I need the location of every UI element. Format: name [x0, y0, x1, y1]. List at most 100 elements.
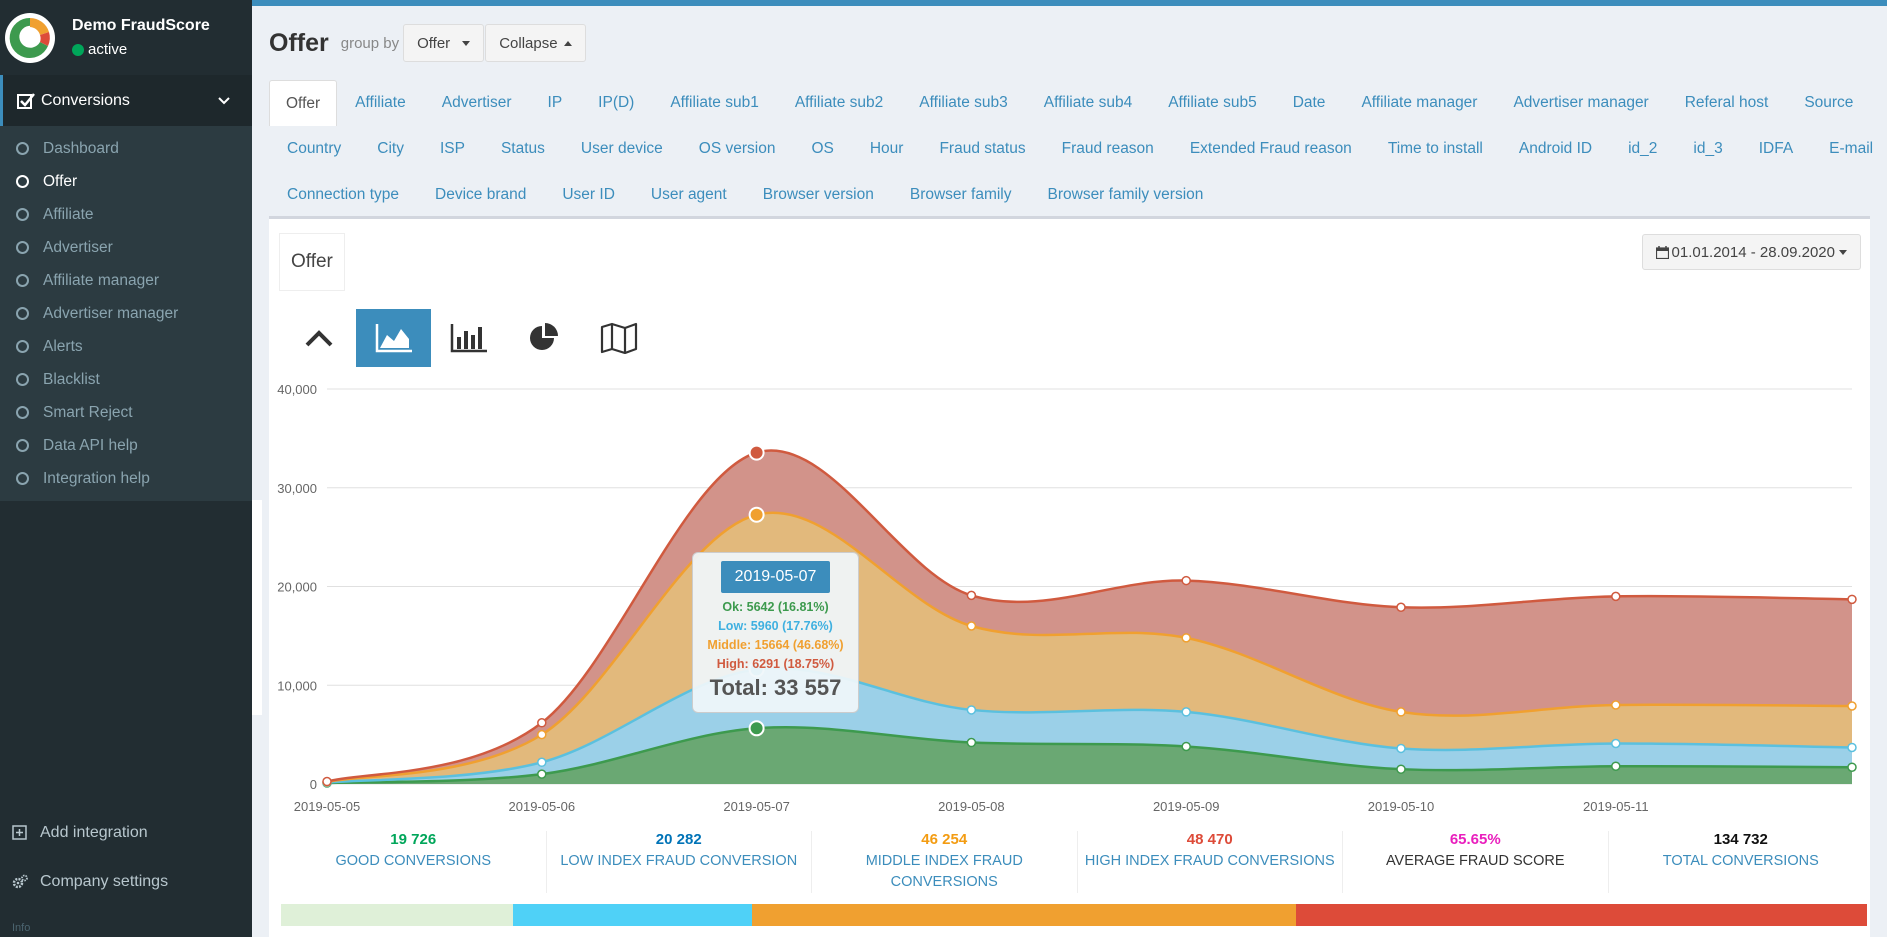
tab-device-brand[interactable]: Device brand — [435, 186, 527, 203]
plus-square-icon — [12, 825, 27, 840]
tab-e-mail[interactable]: E-mail — [1829, 140, 1874, 157]
data-point-ok — [537, 769, 547, 779]
sidebar-item-dashboard[interactable]: Dashboard — [0, 132, 252, 165]
date-range-picker[interactable]: 01.01.2014 - 28.09.2020 — [1641, 234, 1861, 270]
tab-hour[interactable]: Hour — [869, 140, 904, 157]
sidebar-scrollbar[interactable] — [252, 500, 262, 715]
circle-icon — [16, 340, 29, 353]
caret-down-icon — [462, 40, 471, 46]
sidebar-item-affiliate[interactable]: Affiliate — [0, 198, 252, 231]
x-tick-label: 2019-05-06 — [509, 799, 576, 814]
tab-affiliate-sub3[interactable]: Affiliate sub3 — [919, 94, 1008, 111]
tab-advertiser-manager[interactable]: Advertiser manager — [1513, 94, 1649, 111]
tab-os[interactable]: OS — [811, 140, 834, 157]
progress-segment — [513, 904, 752, 926]
tab-connection-type[interactable]: Connection type — [287, 186, 400, 203]
progress-segment — [1296, 904, 1867, 926]
pie-chart-button[interactable] — [506, 309, 581, 367]
tab-os-version[interactable]: OS version — [698, 140, 776, 157]
tab-country[interactable]: Country — [287, 140, 342, 157]
tab-ip-d[interactable]: IP(D) — [598, 94, 635, 111]
sidebar-item-label: Smart Reject — [43, 403, 133, 421]
data-point-low — [1396, 743, 1406, 754]
conversions-area-chart[interactable]: 0 10,000 20,000 30,000 40,000 2019-05-05 2019-… — [269, 379, 1870, 819]
tab-extended-fraud-reason[interactable]: Extended Fraud reason — [1189, 140, 1352, 157]
tab-time-to-install[interactable]: Time to install — [1387, 140, 1483, 157]
stat-value: 20 282 — [655, 831, 702, 848]
sidebar-item-affiliate-manager[interactable]: Affiliate manager — [0, 264, 252, 297]
tab-affiliate-manager[interactable]: Affiliate manager — [1361, 94, 1478, 111]
data-point-high — [322, 776, 332, 787]
tab-isp[interactable]: ISP — [439, 140, 465, 157]
sidebar-item-integration-help[interactable]: Integration help — [0, 462, 252, 495]
tab-browser-family[interactable]: Browser family — [909, 186, 1012, 203]
tab-offer[interactable]: Offer — [269, 80, 338, 126]
y-tick-label: 30,000 — [277, 481, 317, 496]
tab-id-3[interactable]: id_3 — [1693, 140, 1723, 157]
status-dot-icon — [72, 43, 84, 56]
tab-affiliate[interactable]: Affiliate — [355, 94, 406, 111]
sidebar-item-smart-reject[interactable]: Smart Reject — [0, 396, 252, 429]
data-point-middle — [748, 506, 765, 523]
date-range-value: 01.01.2014 - 28.09.2020 — [1671, 243, 1835, 261]
data-point-middle — [966, 621, 977, 631]
sidebar-item-data-api-help[interactable]: Data API help — [0, 429, 252, 462]
collapse-button[interactable]: Collapse — [485, 24, 586, 62]
map-icon — [600, 322, 637, 354]
tab-date[interactable]: Date — [1292, 94, 1326, 111]
data-point-high — [1611, 591, 1621, 602]
tooltip-low: Low: 5960 (17.76%) — [718, 619, 833, 633]
tab-source[interactable]: Source — [1804, 94, 1854, 111]
tab-browser-family-version[interactable]: Browser family version — [1047, 186, 1204, 203]
data-point-middle — [1181, 633, 1191, 643]
collapse-chart-button[interactable] — [281, 309, 356, 367]
tab-advertiser[interactable]: Advertiser — [441, 94, 512, 111]
group-by-dropdown[interactable]: Offer — [403, 24, 485, 62]
group-by-label: group by — [340, 34, 400, 52]
tab-affiliate-sub4[interactable]: Affiliate sub4 — [1043, 94, 1133, 111]
area-chart-button[interactable] — [356, 309, 431, 367]
tab-user-device[interactable]: User device — [580, 140, 663, 157]
sidebar-item-label: Dashboard — [43, 139, 119, 157]
circle-icon — [16, 175, 29, 188]
tab-ip[interactable]: IP — [547, 94, 563, 111]
tooltip-date: 2019-05-07 — [720, 561, 831, 593]
add-integration-link[interactable]: Add integration — [0, 824, 252, 842]
tab-affiliate-sub1[interactable]: Affiliate sub1 — [670, 94, 759, 111]
check-square-icon — [17, 92, 35, 109]
map-button[interactable] — [581, 309, 656, 367]
tab-city[interactable]: City — [377, 140, 404, 157]
info-label: Info — [12, 922, 31, 934]
stat-label: TOTAL CONVERSIONS — [1662, 853, 1819, 869]
tab-fraud-status[interactable]: Fraud status — [939, 140, 1026, 157]
sidebar-item-label: Advertiser — [43, 238, 113, 256]
tab-affiliate-sub2[interactable]: Affiliate sub2 — [794, 94, 884, 111]
tab-user-agent[interactable]: User agent — [650, 186, 727, 203]
sidebar-item-advertiser[interactable]: Advertiser — [0, 231, 252, 264]
tab-id-2[interactable]: id_2 — [1628, 140, 1658, 157]
sidebar-section-conversions[interactable]: Conversions — [0, 75, 252, 126]
tab-browser-version[interactable]: Browser version — [762, 186, 874, 203]
tab-android-id[interactable]: Android ID — [1518, 140, 1593, 157]
tab-user-id[interactable]: User ID — [562, 186, 615, 203]
sidebar-item-offer[interactable]: Offer — [0, 165, 252, 198]
sidebar-item-alerts[interactable]: Alerts — [0, 330, 252, 363]
data-point-high — [537, 718, 547, 728]
company-settings-link[interactable]: Company settings — [0, 873, 252, 891]
tab-idfa[interactable]: IDFA — [1758, 140, 1794, 157]
tab-status[interactable]: Status — [500, 140, 545, 157]
bar-chart-button[interactable] — [431, 309, 506, 367]
tab-referal-host[interactable]: Referal host — [1684, 94, 1769, 111]
data-point-ok — [1181, 741, 1191, 752]
area-chart-icon — [375, 324, 412, 353]
sidebar-item-blacklist[interactable]: Blacklist — [0, 363, 252, 396]
x-tick-label: 2019-05-11 — [1583, 799, 1649, 814]
y-tick-label: 40,000 — [277, 382, 317, 397]
sidebar-item-advertiser-manager[interactable]: Advertiser manager — [0, 297, 252, 330]
tab-affiliate-sub5[interactable]: Affiliate sub5 — [1168, 94, 1257, 111]
top-accent-bar — [0, 0, 1887, 6]
tab-fraud-reason[interactable]: Fraud reason — [1061, 140, 1154, 157]
sidebar-item-label: Alerts — [43, 337, 83, 355]
stat-label: GOOD CONVERSIONS — [335, 853, 492, 869]
group-tabs: Offer Affiliate Advertiser IP IP(D) Affiliate… — [269, 80, 1873, 218]
